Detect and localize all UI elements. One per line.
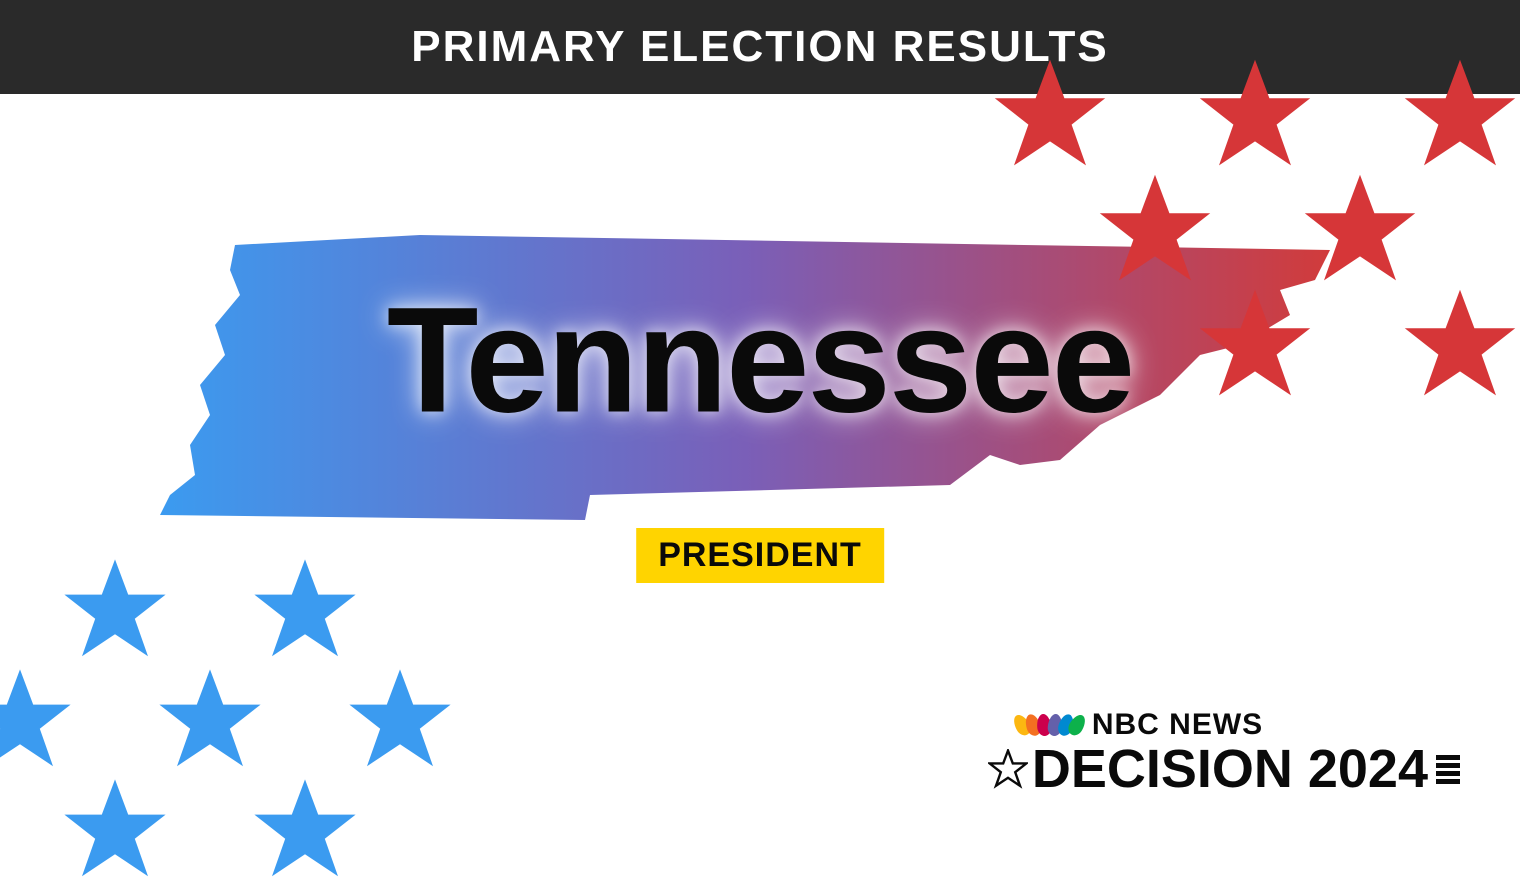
state-name: Tennessee	[387, 274, 1133, 447]
star-outline-icon	[988, 749, 1028, 789]
star-icon	[990, 55, 1110, 175]
peacock-icon	[1018, 714, 1084, 736]
star-icon	[1400, 285, 1520, 405]
logo-bottom-row: DECISION 2024	[988, 738, 1460, 800]
flag-stripe	[1436, 763, 1460, 768]
flag-stripe	[1436, 755, 1460, 760]
star-icon	[1400, 55, 1520, 175]
star-icon	[250, 555, 360, 665]
logo-top-row: NBC NEWS	[1018, 708, 1460, 742]
star-icon	[1195, 55, 1315, 175]
star-icon	[1195, 285, 1315, 405]
star-icon	[1095, 170, 1215, 290]
star-icon	[155, 665, 265, 775]
race-tag: PRESIDENT	[636, 528, 884, 583]
star-icon	[60, 775, 170, 885]
flag-stripe	[1436, 779, 1460, 784]
decision-label: DECISION 2024	[1032, 738, 1428, 800]
star-icon	[0, 665, 75, 775]
star-icon	[60, 555, 170, 665]
flag-stripe	[1436, 771, 1460, 776]
star-icon	[345, 665, 455, 775]
star-icon	[250, 775, 360, 885]
flag-stripes-icon	[1436, 755, 1460, 784]
star-icon	[1300, 170, 1420, 290]
nbc-news-label: NBC NEWS	[1092, 708, 1263, 742]
nbc-decision-logo: NBC NEWS DECISION 2024	[988, 708, 1460, 800]
